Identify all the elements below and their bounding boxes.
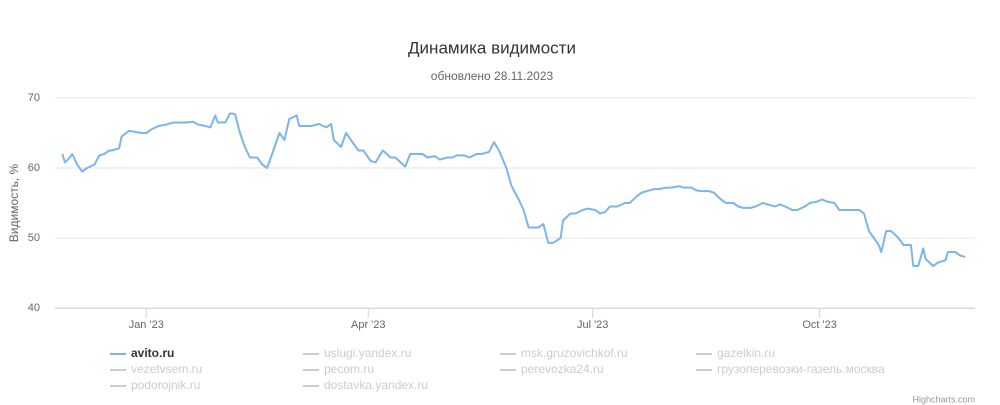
x-tick-label: Jan '23	[129, 319, 164, 331]
x-tick-label: Oct '23	[802, 319, 837, 331]
x-tick-label: Apr '23	[351, 319, 386, 331]
legend-label[interactable]: gazelkin.ru	[717, 346, 775, 360]
y-tick-label: 40	[28, 302, 40, 314]
y-tick-label: 50	[28, 232, 40, 244]
x-tick-label: Jul '23	[577, 319, 608, 331]
chart-subtitle: обновлено 28.11.2023	[431, 69, 554, 83]
legend-label[interactable]: uslugi.yandex.ru	[324, 346, 411, 360]
legend-label[interactable]: dostavka.yandex.ru	[324, 378, 428, 392]
series-line	[61, 112, 966, 267]
legend-label[interactable]: msk.gruzovichkof.ru	[521, 346, 628, 360]
legend-label[interactable]: perevozka24.ru	[521, 362, 604, 376]
legend-label[interactable]: vezetvsem.ru	[131, 362, 202, 376]
credits[interactable]: Highcharts.com	[912, 394, 975, 404]
legend-label[interactable]: грузоперевозки-газель.москва	[717, 362, 885, 376]
legend-label[interactable]: pecom.ru	[324, 362, 374, 376]
legend-label[interactable]: avito.ru	[131, 346, 174, 360]
y-tick-label: 70	[28, 92, 40, 104]
chart-title: Динамика видимости	[408, 38, 576, 57]
y-axis-title: Видимость, %	[7, 163, 21, 242]
y-tick-label: 60	[28, 162, 40, 174]
legend-label[interactable]: podorojnik.ru	[131, 378, 200, 392]
